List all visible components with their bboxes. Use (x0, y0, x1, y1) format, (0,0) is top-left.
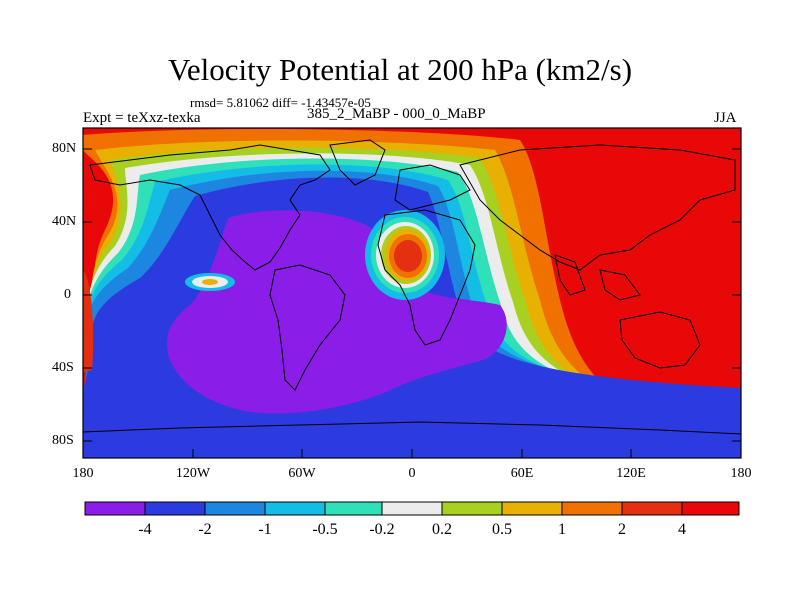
colorbar-bin-8 (502, 502, 562, 515)
bubble-core (394, 240, 422, 272)
lon-label-120w: 120W (175, 466, 211, 481)
colorbar-bin-11 (682, 502, 739, 515)
colorbar-label: -4 (138, 521, 152, 538)
colorbar-label: 0.5 (492, 521, 512, 538)
lat-label-40n: 40N (52, 214, 77, 229)
stats-label: rmsd= 5.81062 diff= -1.43457e-05 (190, 95, 371, 110)
colorbar-label: 4 (678, 521, 686, 538)
lat-ticks (83, 148, 741, 442)
season-label: JJA (714, 110, 737, 126)
colorbar-label: -2 (198, 521, 212, 538)
colorbar-label: -1 (258, 521, 272, 538)
colorbar-label: 2 (618, 521, 626, 538)
colorbar-bin-4 (265, 502, 325, 515)
colorbar-bin-9 (562, 502, 622, 515)
experiment-label: Expt = teXxz-texka (83, 110, 201, 126)
lat-label-40s: 40S (52, 360, 74, 375)
colorbar-bin-6 (382, 502, 442, 515)
colorbar-bin-7 (442, 502, 502, 515)
coastlines (83, 139, 741, 435)
colorbar-bin-10 (622, 502, 682, 515)
lon-label-120e: 120E (616, 466, 646, 481)
region-strong-negative (166, 210, 507, 414)
colorbar-bin-3 (205, 502, 265, 515)
colorbar-bin-2 (145, 502, 205, 515)
lat-label-80s: 80S (52, 433, 74, 448)
contour-field (83, 128, 741, 458)
colorbar-bin-5 (325, 502, 382, 515)
lon-label-0: 0 (408, 466, 416, 481)
colorbar-label: 0.2 (432, 521, 452, 538)
plot-title: Velocity Potential at 200 hPa (km2/s) (167, 52, 633, 87)
lon-label-180e: 180 (730, 466, 752, 481)
case-label: 385_2_MaBP - 000_0_MaBP (307, 106, 486, 122)
colorbar-label: 1 (558, 521, 566, 538)
lat-label-80n: 80N (52, 141, 77, 156)
lon-label-60w: 60W (288, 466, 316, 481)
lon-label-180w: 180 (72, 466, 94, 481)
lon-ticks (82, 449, 742, 458)
colorbar-bin-1 (85, 502, 145, 515)
colorbar-label: -0.2 (369, 521, 395, 538)
colorbar (84, 501, 740, 516)
colorbar-label: -0.5 (312, 521, 338, 538)
island-core (202, 279, 218, 285)
lon-label-60e: 60E (510, 466, 534, 481)
lat-label-eq: 0 (64, 287, 71, 302)
